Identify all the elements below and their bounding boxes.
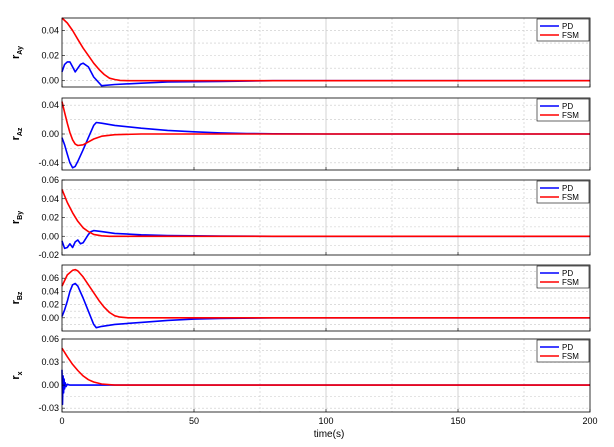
y-tick-label: -0.04 bbox=[38, 158, 59, 168]
series-line-pd bbox=[61, 282, 590, 329]
legend-label-fsm: FSM bbox=[562, 31, 579, 40]
x-axis: 0 50 100 150 200 bbox=[59, 416, 597, 426]
y-tick-label: 0.06 bbox=[41, 334, 59, 344]
legend-label-pd: PD bbox=[562, 22, 573, 31]
y-tick-label: 0.02 bbox=[41, 300, 59, 310]
y-tick-label: -0.02 bbox=[38, 250, 59, 260]
y-tick-label: 0.00 bbox=[41, 231, 59, 241]
legend-label-pd: PD bbox=[562, 269, 573, 278]
y-tick-label: 0.00 bbox=[41, 313, 59, 323]
legend-label-fsm: FSM bbox=[562, 352, 579, 361]
x-tick-label: 200 bbox=[582, 416, 597, 426]
y-tick-label: 0.02 bbox=[41, 213, 59, 223]
y-tick-label: 0.06 bbox=[41, 175, 59, 185]
series-line-fsm bbox=[61, 17, 590, 82]
y-tick-label: 0.04 bbox=[41, 26, 59, 36]
x-tick-label: 150 bbox=[450, 416, 465, 426]
x-tick-label: 50 bbox=[189, 416, 199, 426]
y-tick-label: 0.00 bbox=[41, 76, 59, 86]
legend-label-pd: PD bbox=[562, 102, 573, 111]
y-tick-label: -0.03 bbox=[38, 403, 59, 413]
legend-label-pd: PD bbox=[562, 184, 573, 193]
legend-label-fsm: FSM bbox=[562, 111, 579, 120]
y-axis-label: rBy bbox=[10, 211, 24, 224]
y-tick-label: 0.06 bbox=[41, 273, 59, 283]
x-tick-label: 0 bbox=[59, 416, 64, 426]
x-axis-label: time(s) bbox=[314, 429, 345, 440]
y-axis-label: rx bbox=[10, 371, 24, 379]
y-tick-label: 0.02 bbox=[41, 51, 59, 61]
x-tick-label: 100 bbox=[318, 416, 333, 426]
y-tick-label: 0.04 bbox=[41, 286, 59, 296]
y-tick-label: 0.03 bbox=[41, 357, 59, 367]
y-tick-label: 0.00 bbox=[41, 380, 59, 390]
y-axis-label: rBz bbox=[10, 291, 24, 304]
y-axis-label: rAz bbox=[10, 127, 24, 140]
y-axis-label: rAy bbox=[10, 46, 24, 59]
y-tick-label: 0.00 bbox=[41, 129, 59, 139]
series-line-fsm bbox=[61, 347, 590, 386]
y-tick-label: 0.04 bbox=[41, 100, 59, 110]
series-line-fsm bbox=[61, 189, 590, 238]
y-tick-label: 0.04 bbox=[41, 194, 59, 204]
legend-label-fsm: FSM bbox=[562, 278, 579, 287]
series-line-fsm bbox=[61, 101, 590, 147]
series-line-fsm bbox=[61, 268, 590, 319]
legend-label-fsm: FSM bbox=[562, 193, 579, 202]
legend-label-pd: PD bbox=[562, 343, 573, 352]
